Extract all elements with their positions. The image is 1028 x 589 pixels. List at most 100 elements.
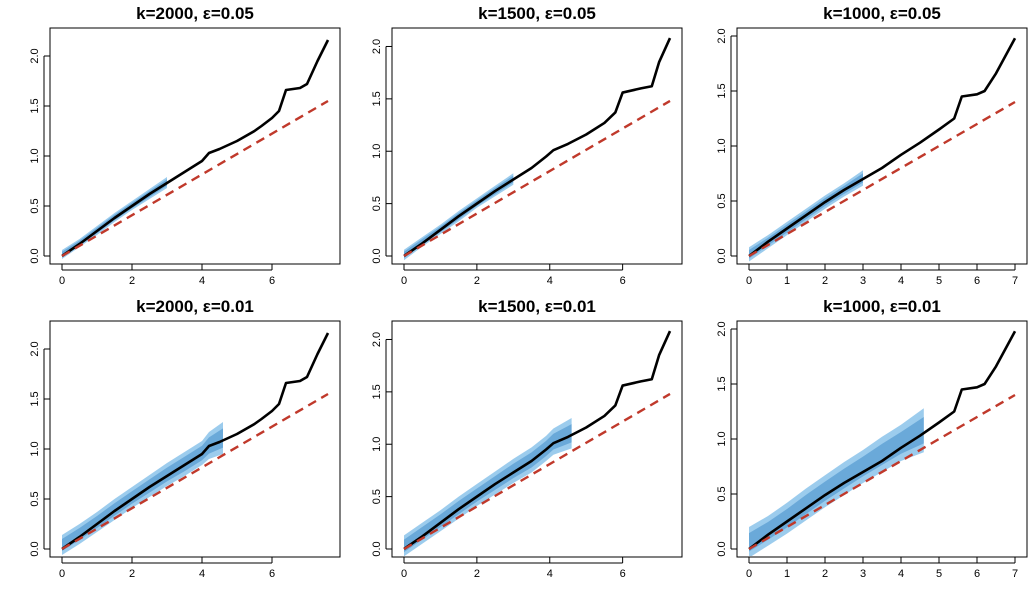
- panel-2: k=1500, ε=0.05 0 2 4 6 0.0 0.5 1.0 1.5 2.0: [371, 4, 683, 287]
- x-tick-label: 0: [401, 568, 407, 580]
- y-tick-label: 0.0: [371, 541, 383, 556]
- x-tick-label: 0: [746, 568, 752, 580]
- red-dashed-line: [748, 100, 1016, 258]
- y-tick-label: 0.5: [29, 491, 41, 506]
- x-tick-label: 1: [784, 568, 790, 580]
- y-tick-label: 1.5: [29, 98, 41, 113]
- x-tick-label: 6: [269, 275, 275, 287]
- y-tick-label: 1.0: [371, 144, 383, 159]
- x-tick-label: 6: [974, 275, 980, 287]
- chart-title: k=1000, ε=0.01: [823, 297, 941, 316]
- plot-area: [61, 39, 330, 259]
- x-tick-label: 5: [936, 568, 942, 580]
- x-tick-label: 6: [620, 275, 626, 287]
- plot-frame: [49, 27, 341, 265]
- x-tick-label: 2: [474, 568, 480, 580]
- y-tick-label: 0.0: [716, 541, 728, 556]
- x-tick-label: 6: [974, 568, 980, 580]
- panel-6: k=1000, ε=0.01 0 1 2 3 4 5 6 7 0.0 0.5 1.0 1.5 2.0: [716, 297, 1028, 580]
- plot-frame: [49, 320, 341, 558]
- black-line: [403, 37, 672, 258]
- red-dashed-line: [403, 99, 671, 258]
- chart-title: k=1500, ε=0.05: [478, 4, 596, 23]
- y-tick-label: 1.5: [716, 83, 728, 98]
- x-tick-label: 4: [898, 275, 904, 287]
- y-tick-label: 2.0: [371, 332, 383, 347]
- x-tick-label: 4: [898, 568, 904, 580]
- x-tick-label: 2: [129, 275, 135, 287]
- plot-area: [748, 37, 1017, 262]
- red-dashed-line: [61, 392, 329, 551]
- x-tick-label: 1: [784, 275, 790, 287]
- y-tick-label: 1.5: [29, 391, 41, 406]
- black-line: [61, 39, 330, 258]
- chart-title: k=2000, ε=0.01: [136, 297, 254, 316]
- plot-area: [61, 332, 330, 555]
- y-tick-label: 0.0: [29, 541, 41, 556]
- x-tick-label: 2: [822, 568, 828, 580]
- red-dashed-line: [403, 392, 671, 551]
- black-line: [61, 332, 330, 551]
- x-tick-label: 2: [474, 275, 480, 287]
- y-tick-label: 2.0: [29, 341, 41, 356]
- black-line: [748, 37, 1017, 258]
- x-tick-label: 7: [1012, 568, 1018, 580]
- x-tick-label: 3: [860, 568, 866, 580]
- y-tick-label: 1.0: [371, 437, 383, 452]
- x-tick-label: 0: [401, 275, 407, 287]
- x-tick-label: 2: [129, 568, 135, 580]
- chart-title: k=1500, ε=0.01: [478, 297, 596, 316]
- y-tick-label: 1.0: [29, 148, 41, 163]
- y-tick-label: 0.0: [716, 248, 728, 263]
- x-tick-label: 6: [269, 568, 275, 580]
- red-dashed-line: [61, 99, 329, 258]
- y-tick-label: 1.5: [371, 384, 383, 399]
- x-tick-label: 2: [822, 275, 828, 287]
- y-tick-label: 0.5: [371, 196, 383, 211]
- x-tick-label: 0: [746, 275, 752, 287]
- y-tick-label: 1.5: [716, 376, 728, 391]
- y-tick-label: 1.0: [716, 138, 728, 153]
- black-line: [403, 330, 672, 551]
- y-tick-label: 2.0: [716, 321, 728, 336]
- x-tick-label: 0: [59, 275, 65, 287]
- x-tick-label: 7: [1012, 275, 1018, 287]
- y-tick-label: 0.5: [29, 198, 41, 213]
- x-tick-label: 4: [199, 275, 205, 287]
- red-dashed-line: [748, 393, 1016, 551]
- panel-4: k=2000, ε=0.01 0 2 4 6 0.0 0.5 1.0 1.5 2.0: [29, 297, 341, 580]
- chart-title: k=1000, ε=0.05: [823, 4, 941, 23]
- panel-3: k=1000, ε=0.05 0 1 2 3 4 5 6 7 0.0 0.5 1.0 1.5 2.0: [716, 4, 1028, 287]
- y-tick-label: 0.5: [371, 489, 383, 504]
- chart-title: k=2000, ε=0.05: [136, 4, 254, 23]
- y-tick-label: 0.0: [29, 248, 41, 263]
- plot-frame: [391, 320, 683, 558]
- y-tick-label: 1.0: [29, 441, 41, 456]
- y-tick-label: 0.0: [371, 248, 383, 263]
- y-tick-label: 2.0: [716, 28, 728, 43]
- band-inner: [749, 417, 924, 552]
- x-tick-label: 0: [59, 568, 65, 580]
- band-outer: [62, 422, 223, 555]
- y-tick-label: 0.5: [716, 193, 728, 208]
- panel-1: k=2000, ε=0.05 0 2 4 6 0.0 0.5 1.0 1.5 2.0: [29, 4, 341, 287]
- plot-area: [403, 37, 672, 261]
- x-tick-label: 6: [620, 568, 626, 580]
- plot-area: [403, 330, 672, 556]
- y-tick-label: 1.5: [371, 91, 383, 106]
- x-tick-label: 4: [547, 568, 553, 580]
- black-line: [748, 330, 1017, 551]
- y-tick-label: 1.0: [716, 431, 728, 446]
- plot-area: [748, 330, 1017, 556]
- y-tick-label: 2.0: [29, 48, 41, 63]
- x-tick-label: 4: [547, 275, 553, 287]
- x-tick-label: 3: [860, 275, 866, 287]
- panel-5: k=1500, ε=0.01 0 2 4 6 0.0 0.5 1.0 1.5 2.0: [371, 297, 683, 580]
- y-tick-label: 0.5: [716, 486, 728, 501]
- x-tick-label: 5: [936, 275, 942, 287]
- x-tick-label: 4: [199, 568, 205, 580]
- plot-frame: [391, 27, 683, 265]
- band-outer: [404, 418, 572, 556]
- y-tick-label: 2.0: [371, 39, 383, 54]
